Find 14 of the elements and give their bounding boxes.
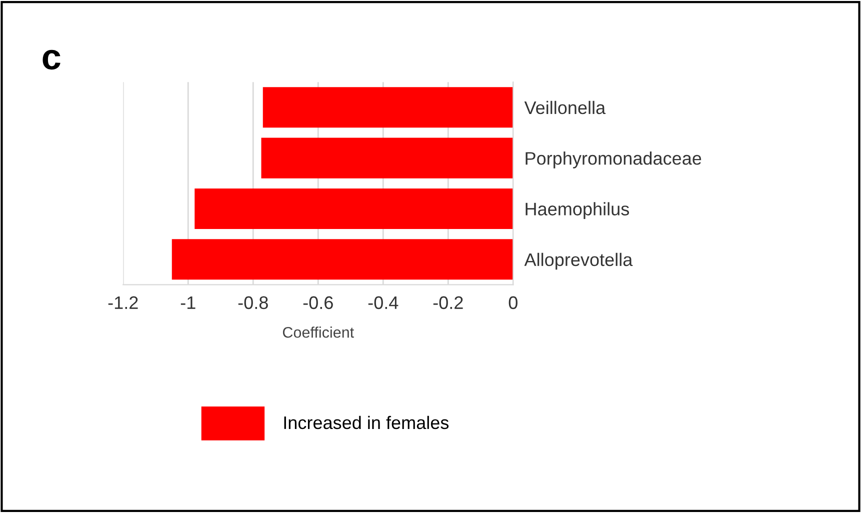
x-tick-label: -1.2: [108, 296, 138, 309]
y-tick-label: Alloprevotella: [524, 252, 633, 270]
y-tick-label: Veillonella: [524, 100, 606, 114]
x-tick-label: -0.8: [238, 296, 268, 310]
y-tick-label: Haemophilus: [526, 202, 629, 220]
x-tick-label: -0.4: [368, 296, 398, 310]
x-axis-title: Coefficient: [282, 326, 354, 338]
x-tick-label: 0: [508, 296, 518, 310]
x-tick-label: -1: [180, 296, 196, 309]
x-tick-label: -0.2: [433, 296, 463, 310]
legend-label: Increased in females: [284, 416, 449, 430]
y-tick-label: Porphyromonadaceae: [526, 152, 702, 168]
text: c: [42, 50, 60, 70]
x-tick-label: -0.6: [303, 296, 333, 310]
